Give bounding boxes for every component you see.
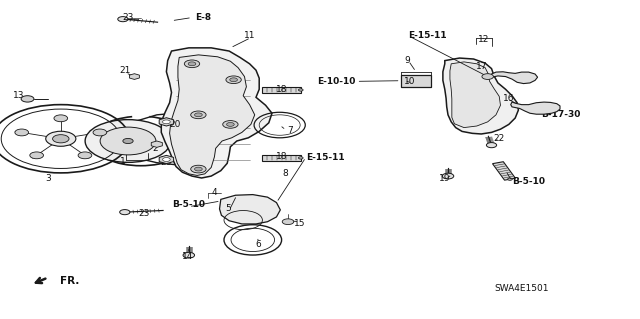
Text: 1: 1 — [120, 157, 125, 166]
Circle shape — [183, 252, 195, 258]
Text: 23: 23 — [138, 209, 150, 218]
Ellipse shape — [508, 178, 512, 180]
Text: 15: 15 — [294, 219, 305, 228]
Circle shape — [195, 167, 202, 171]
Text: FR.: FR. — [60, 276, 79, 286]
Polygon shape — [220, 195, 280, 224]
Bar — [401, 75, 431, 87]
Circle shape — [163, 158, 170, 161]
Text: 6: 6 — [255, 240, 260, 249]
Text: 23: 23 — [122, 13, 134, 22]
Text: 17: 17 — [476, 63, 488, 71]
Circle shape — [191, 111, 206, 119]
Text: 19: 19 — [439, 174, 451, 183]
Text: 2: 2 — [153, 144, 158, 153]
Polygon shape — [161, 48, 272, 178]
Polygon shape — [262, 87, 301, 93]
Text: E-10-10: E-10-10 — [317, 77, 355, 86]
Circle shape — [78, 152, 92, 159]
Circle shape — [188, 62, 196, 66]
Polygon shape — [159, 155, 173, 164]
Text: 3: 3 — [45, 174, 51, 183]
Text: 12: 12 — [477, 35, 489, 44]
Text: 4: 4 — [212, 189, 217, 197]
Text: 21: 21 — [120, 66, 131, 75]
Circle shape — [123, 138, 133, 144]
Circle shape — [486, 143, 497, 148]
Text: 13: 13 — [13, 91, 25, 100]
Text: 16: 16 — [503, 94, 515, 103]
Text: B-5-10: B-5-10 — [172, 200, 205, 209]
Circle shape — [226, 76, 241, 84]
Text: 7: 7 — [287, 126, 292, 135]
Text: 20: 20 — [161, 158, 172, 167]
Text: 9: 9 — [405, 56, 410, 65]
Circle shape — [120, 210, 130, 215]
Circle shape — [118, 17, 128, 22]
Polygon shape — [262, 155, 301, 161]
Text: 11: 11 — [244, 31, 255, 40]
Text: SWA4E1501: SWA4E1501 — [494, 284, 549, 293]
Text: 22: 22 — [493, 134, 505, 143]
Circle shape — [482, 74, 493, 79]
Circle shape — [442, 173, 454, 179]
Text: 10: 10 — [404, 77, 415, 86]
Polygon shape — [129, 74, 140, 79]
Circle shape — [85, 120, 171, 162]
Polygon shape — [511, 102, 560, 114]
Text: 18: 18 — [276, 85, 287, 94]
Polygon shape — [159, 118, 173, 126]
Circle shape — [223, 121, 238, 128]
Text: E-15-11: E-15-11 — [408, 31, 447, 40]
Polygon shape — [151, 141, 163, 147]
Text: E-15-11: E-15-11 — [306, 153, 344, 162]
Text: 20: 20 — [169, 120, 180, 129]
Polygon shape — [450, 62, 500, 128]
Circle shape — [227, 122, 234, 126]
Circle shape — [230, 78, 237, 82]
Circle shape — [52, 135, 69, 143]
Ellipse shape — [298, 157, 303, 159]
Text: 5: 5 — [225, 204, 230, 213]
Text: B-5-10: B-5-10 — [512, 177, 545, 186]
Circle shape — [21, 96, 34, 102]
Circle shape — [195, 113, 202, 117]
Text: E-8: E-8 — [195, 13, 211, 22]
Circle shape — [93, 129, 107, 136]
Circle shape — [163, 120, 170, 124]
Text: 8: 8 — [282, 169, 287, 178]
Text: 14: 14 — [182, 252, 193, 261]
Ellipse shape — [298, 89, 303, 91]
Circle shape — [54, 115, 68, 122]
Circle shape — [30, 152, 44, 159]
Text: 18: 18 — [276, 152, 287, 161]
Polygon shape — [492, 72, 538, 84]
Polygon shape — [493, 162, 515, 180]
Polygon shape — [443, 58, 518, 134]
Circle shape — [15, 129, 29, 136]
Circle shape — [45, 131, 76, 146]
Circle shape — [100, 127, 156, 155]
Circle shape — [191, 165, 206, 173]
Circle shape — [282, 219, 294, 225]
Text: B-17-30: B-17-30 — [541, 110, 580, 119]
Circle shape — [184, 60, 200, 68]
Polygon shape — [170, 55, 255, 175]
